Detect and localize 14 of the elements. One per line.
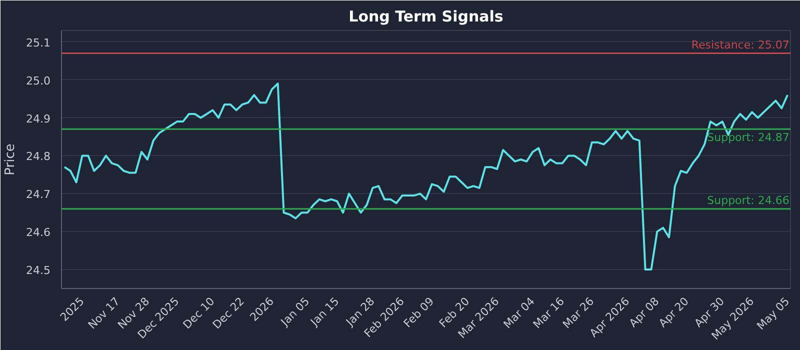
y-tick-label: 25.1 [26, 36, 51, 50]
y-tick-label: 25.0 [26, 74, 51, 88]
ref-line-label: Support: 24.87 [707, 131, 790, 144]
x-tick-label: Jan 15 [307, 294, 342, 330]
ref-line-label: Resistance: 25.07 [691, 38, 790, 52]
y-tick-label: 24.7 [26, 188, 51, 202]
y-tick-label: 24.5 [26, 264, 51, 278]
y-tick-label: 24.9 [26, 112, 51, 126]
ref-line-label: Support: 24.66 [707, 194, 790, 207]
chart-title: Long Term Signals [348, 8, 504, 26]
y-tick-label: 24.6 [26, 226, 51, 240]
line-series [63, 82, 789, 271]
y-axis-title: Price [3, 144, 18, 176]
y-tick-label: 24.8 [26, 150, 51, 164]
